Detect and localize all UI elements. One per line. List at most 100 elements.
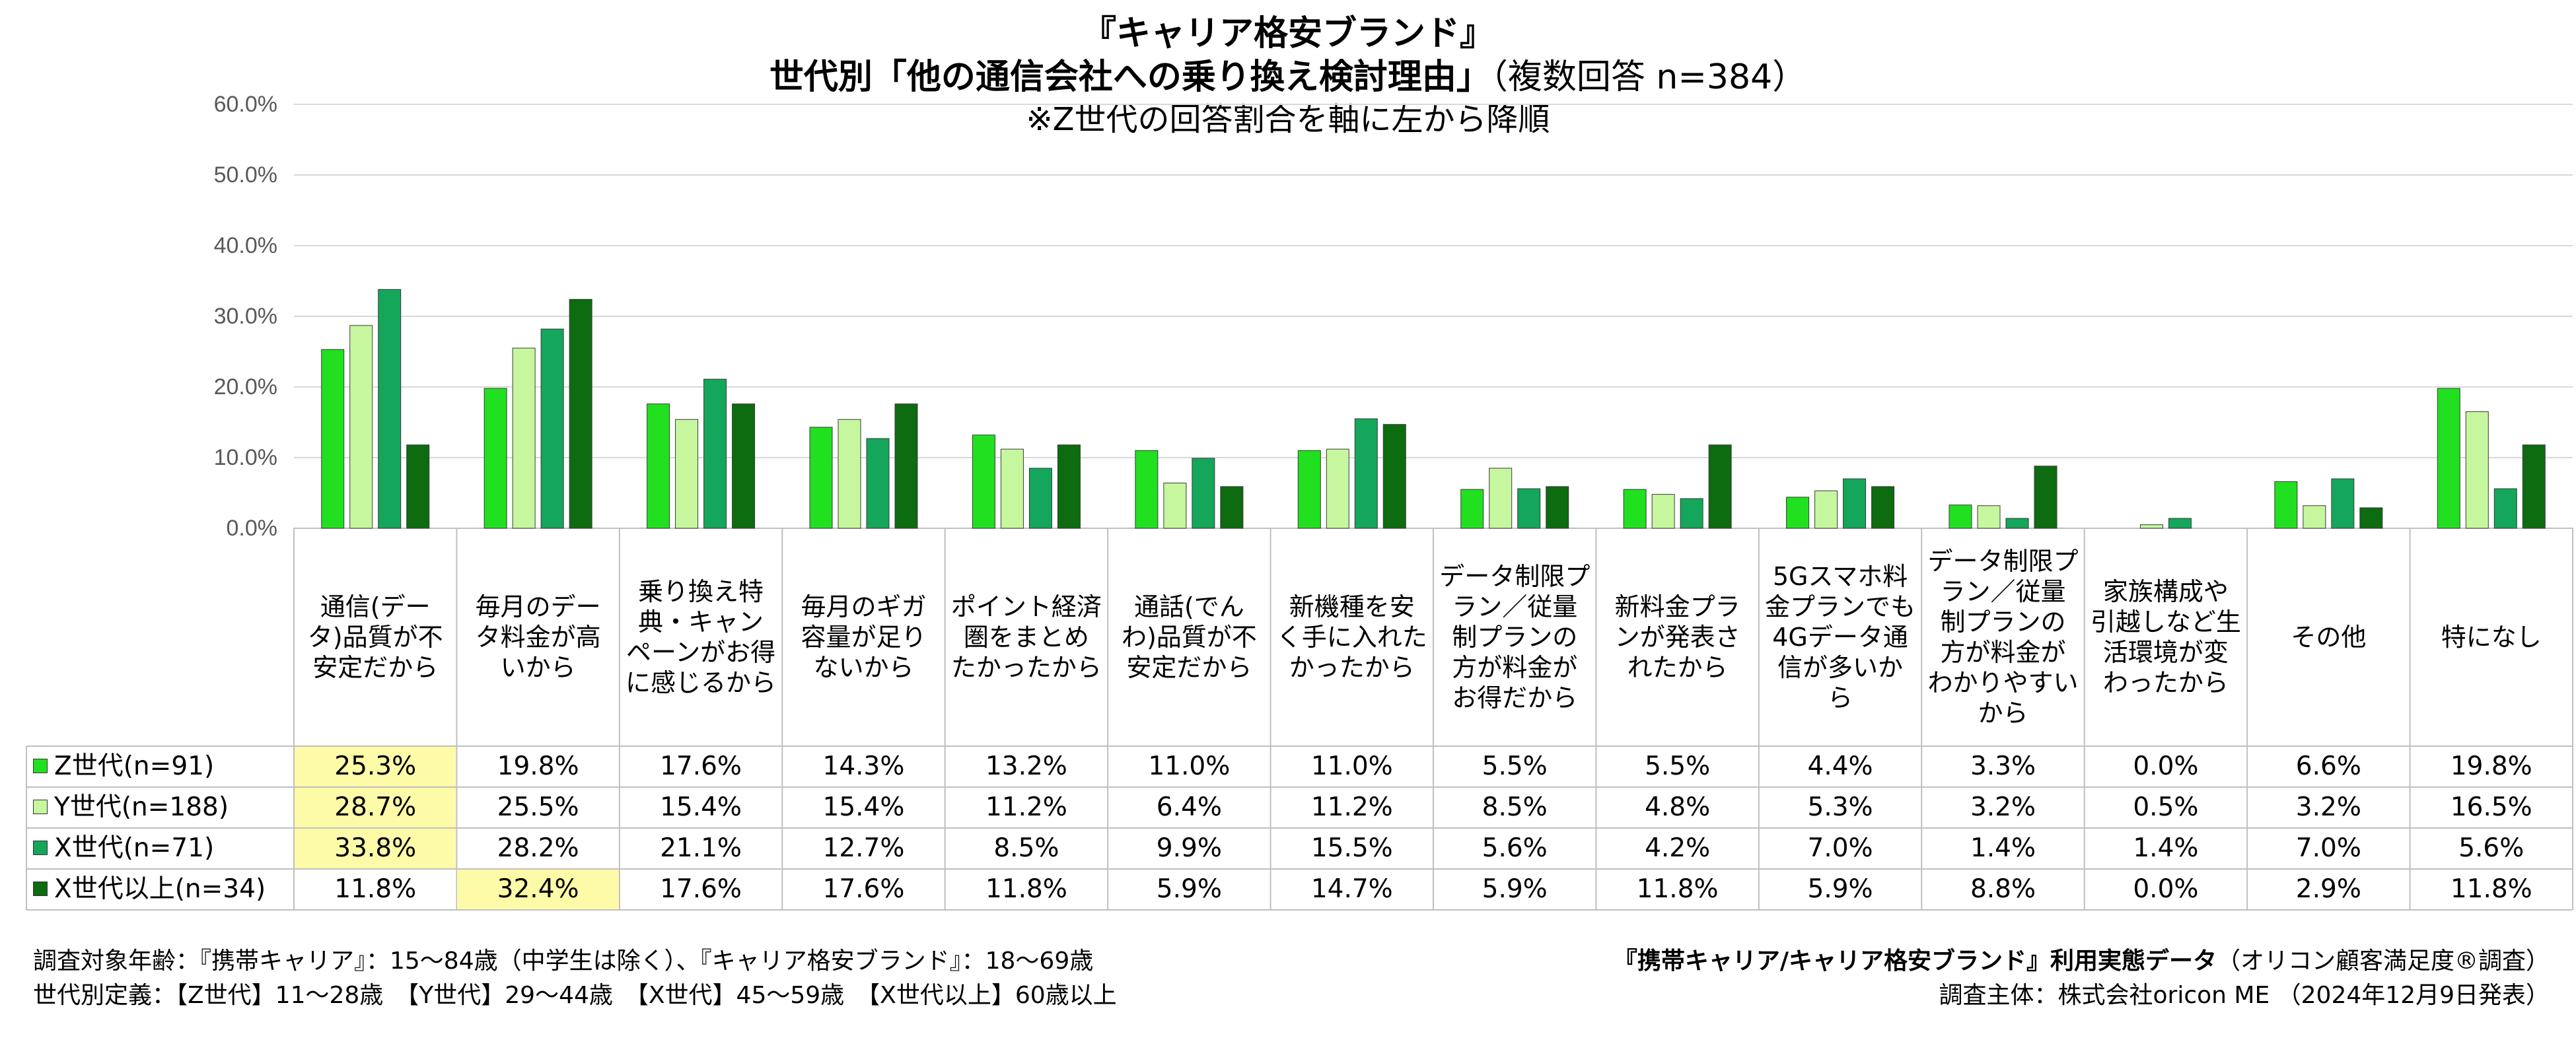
table-row-label: X世代以上(n=34) bbox=[33, 873, 266, 906]
table-cell: 8.5% bbox=[1482, 792, 1548, 822]
source-title: 『携帯キャリア/キャリア格安ブランド』利用実態データ（オリコン顧客満足度®調査） bbox=[1614, 944, 2550, 979]
bar-x_plus bbox=[569, 298, 592, 529]
bar-x_plus bbox=[1546, 486, 1569, 529]
table-cell: 5.5% bbox=[1482, 751, 1548, 781]
table-cell: 7.0% bbox=[2295, 833, 2361, 863]
bar-y bbox=[349, 325, 373, 529]
bar-x_plus bbox=[1220, 486, 1244, 529]
bar-x_plus bbox=[2522, 444, 2546, 529]
chart-title-line2: 世代別「他の通信会社への乗り換え検討理由」（複数回答 n=384） bbox=[0, 55, 2576, 99]
legend-swatch bbox=[33, 840, 48, 855]
table-cell: 6.6% bbox=[2295, 751, 2361, 781]
category-label: 新機種を安 く手に入れた かったから bbox=[1271, 592, 1433, 683]
table-cell: 4.4% bbox=[1807, 751, 1873, 781]
category-label: 通信(デー タ)品質が不 安定だから bbox=[294, 592, 456, 683]
bar-z bbox=[1297, 450, 1321, 529]
table-cell: 28.7% bbox=[295, 788, 456, 827]
table-cell: 11.8% bbox=[985, 874, 1067, 904]
category-label-line: 引越しなど生 bbox=[2090, 607, 2241, 637]
table-cell: 17.6% bbox=[822, 874, 905, 904]
y-tick-label: 30.0% bbox=[214, 304, 277, 329]
category-label-line: 新機種を安 bbox=[1289, 592, 1415, 621]
table-cell: 13.2% bbox=[985, 751, 1067, 781]
y-tick-label: 60.0% bbox=[214, 92, 277, 117]
y-tick-label: 50.0% bbox=[214, 162, 277, 188]
survey-notes: 調査対象年齢：『携帯キャリア』：15～84歳（中学生は除く）、『キャリア格安ブラ… bbox=[33, 944, 1117, 1013]
y-tick-label: 20.0% bbox=[214, 374, 277, 399]
table-cell: 28.2% bbox=[497, 833, 579, 863]
bar-z bbox=[972, 434, 995, 529]
bar-x_plus bbox=[2034, 466, 2057, 529]
category-label-line: 圏をまとめ bbox=[963, 623, 1089, 652]
table-cell: 4.2% bbox=[1645, 833, 1711, 863]
category-label-line: 乗り換え特 bbox=[638, 577, 764, 606]
category-label: 特になし bbox=[2410, 622, 2573, 652]
y-tick-label: 0.0% bbox=[227, 516, 278, 541]
category-label-line: 方が料金が bbox=[1452, 653, 1578, 682]
table-cell: 25.5% bbox=[497, 792, 579, 822]
category-label-line: 安定だから bbox=[312, 653, 439, 682]
source-notes: 『携帯キャリア/キャリア格安ブランド』利用実態データ（オリコン顧客満足度®調査）… bbox=[1614, 944, 2550, 1013]
legend-label: Y世代(n=188) bbox=[54, 792, 229, 822]
bar-x_plus bbox=[894, 403, 918, 529]
category-label: データ制限プ ラン／従量 制プランの 方が料金が わかりやすい から bbox=[1921, 546, 2084, 728]
bar-x bbox=[378, 289, 402, 529]
table-cell: 0.0% bbox=[2133, 751, 2199, 781]
table-cell: 5.9% bbox=[1807, 874, 1873, 904]
survey-age-note: 調査対象年齢：『携帯キャリア』：15～84歳（中学生は除く）、『キャリア格安ブラ… bbox=[33, 948, 1094, 975]
bar-y bbox=[1489, 467, 1513, 529]
bar-y bbox=[1163, 483, 1187, 529]
bar-z bbox=[2437, 388, 2460, 529]
category-label-line: お得だから bbox=[1452, 683, 1578, 712]
legend-label: Z世代(n=91) bbox=[54, 751, 215, 781]
bar-x_plus bbox=[2359, 507, 2383, 529]
category-label: 通話(でん わ)品質が不 安定だから bbox=[1108, 592, 1270, 683]
category-label-line: タ)品質が不 bbox=[307, 623, 443, 652]
category-label-line: かったから bbox=[1289, 653, 1415, 682]
bar-x bbox=[2005, 518, 2029, 529]
bar-y bbox=[675, 419, 699, 529]
legend-label: X世代(n=71) bbox=[54, 833, 215, 863]
table-cell: 15.4% bbox=[660, 792, 742, 822]
category-label-line: 5Gスマホ料 bbox=[1772, 562, 1908, 591]
bar-x bbox=[1192, 458, 1215, 529]
category-label-line: 制プランの bbox=[1940, 607, 2066, 637]
y-tick-label: 10.0% bbox=[214, 445, 277, 470]
table-cell: 19.8% bbox=[2450, 751, 2532, 781]
bar-z bbox=[1623, 489, 1647, 529]
category-label: 毎月のギガ 容量が足り ないから bbox=[782, 592, 945, 683]
table-cell: 11.8% bbox=[1636, 874, 1719, 904]
table-cell: 21.1% bbox=[660, 833, 742, 863]
bar-y bbox=[1814, 490, 1838, 529]
bar-x bbox=[2168, 518, 2192, 529]
category-label-line: 容量が足り bbox=[801, 623, 927, 652]
category-label: 毎月のデー タ料金が高 いから bbox=[456, 592, 619, 683]
category-label-line: れたから bbox=[1627, 653, 1728, 682]
category-label-line: く手に入れた bbox=[1276, 623, 1427, 652]
bar-z bbox=[1135, 450, 1159, 529]
bar-y bbox=[512, 347, 536, 529]
table-cell: 14.7% bbox=[1310, 874, 1393, 904]
table-cell: 11.0% bbox=[1148, 751, 1231, 781]
bar-x_plus bbox=[1057, 444, 1081, 529]
bar-x bbox=[866, 438, 890, 529]
table-cell: 11.8% bbox=[334, 874, 417, 904]
bar-z bbox=[809, 427, 833, 529]
bar-x_plus bbox=[732, 403, 756, 529]
table-cell: 16.5% bbox=[2450, 792, 2532, 822]
bar-x_plus bbox=[1382, 424, 1406, 529]
table-cell: 5.5% bbox=[1645, 751, 1711, 781]
category-label-line: 活環境が変 bbox=[2102, 638, 2229, 667]
bar-y bbox=[1977, 505, 2001, 529]
table-cell: 8.8% bbox=[1970, 874, 2036, 904]
bar-y bbox=[2139, 524, 2163, 529]
category-label-line: わ)品質が不 bbox=[1121, 623, 1257, 652]
bar-z bbox=[483, 388, 507, 529]
table-row-label: Y世代(n=188) bbox=[33, 791, 229, 824]
category-label-line: わったから bbox=[2102, 668, 2229, 697]
generation-definition-note: 世代別定義：【Z世代】11～28歳 【Y世代】29～44歳 【X世代】45～59… bbox=[33, 982, 1117, 1009]
category-label-line: 新料金プラ bbox=[1614, 592, 1740, 621]
bar-z bbox=[647, 403, 670, 529]
chart-title-block: 『キャリア格安ブランド』 世代別「他の通信会社への乗り換え検討理由」（複数回答 … bbox=[0, 12, 2576, 140]
table-cell: 0.5% bbox=[2133, 792, 2199, 822]
